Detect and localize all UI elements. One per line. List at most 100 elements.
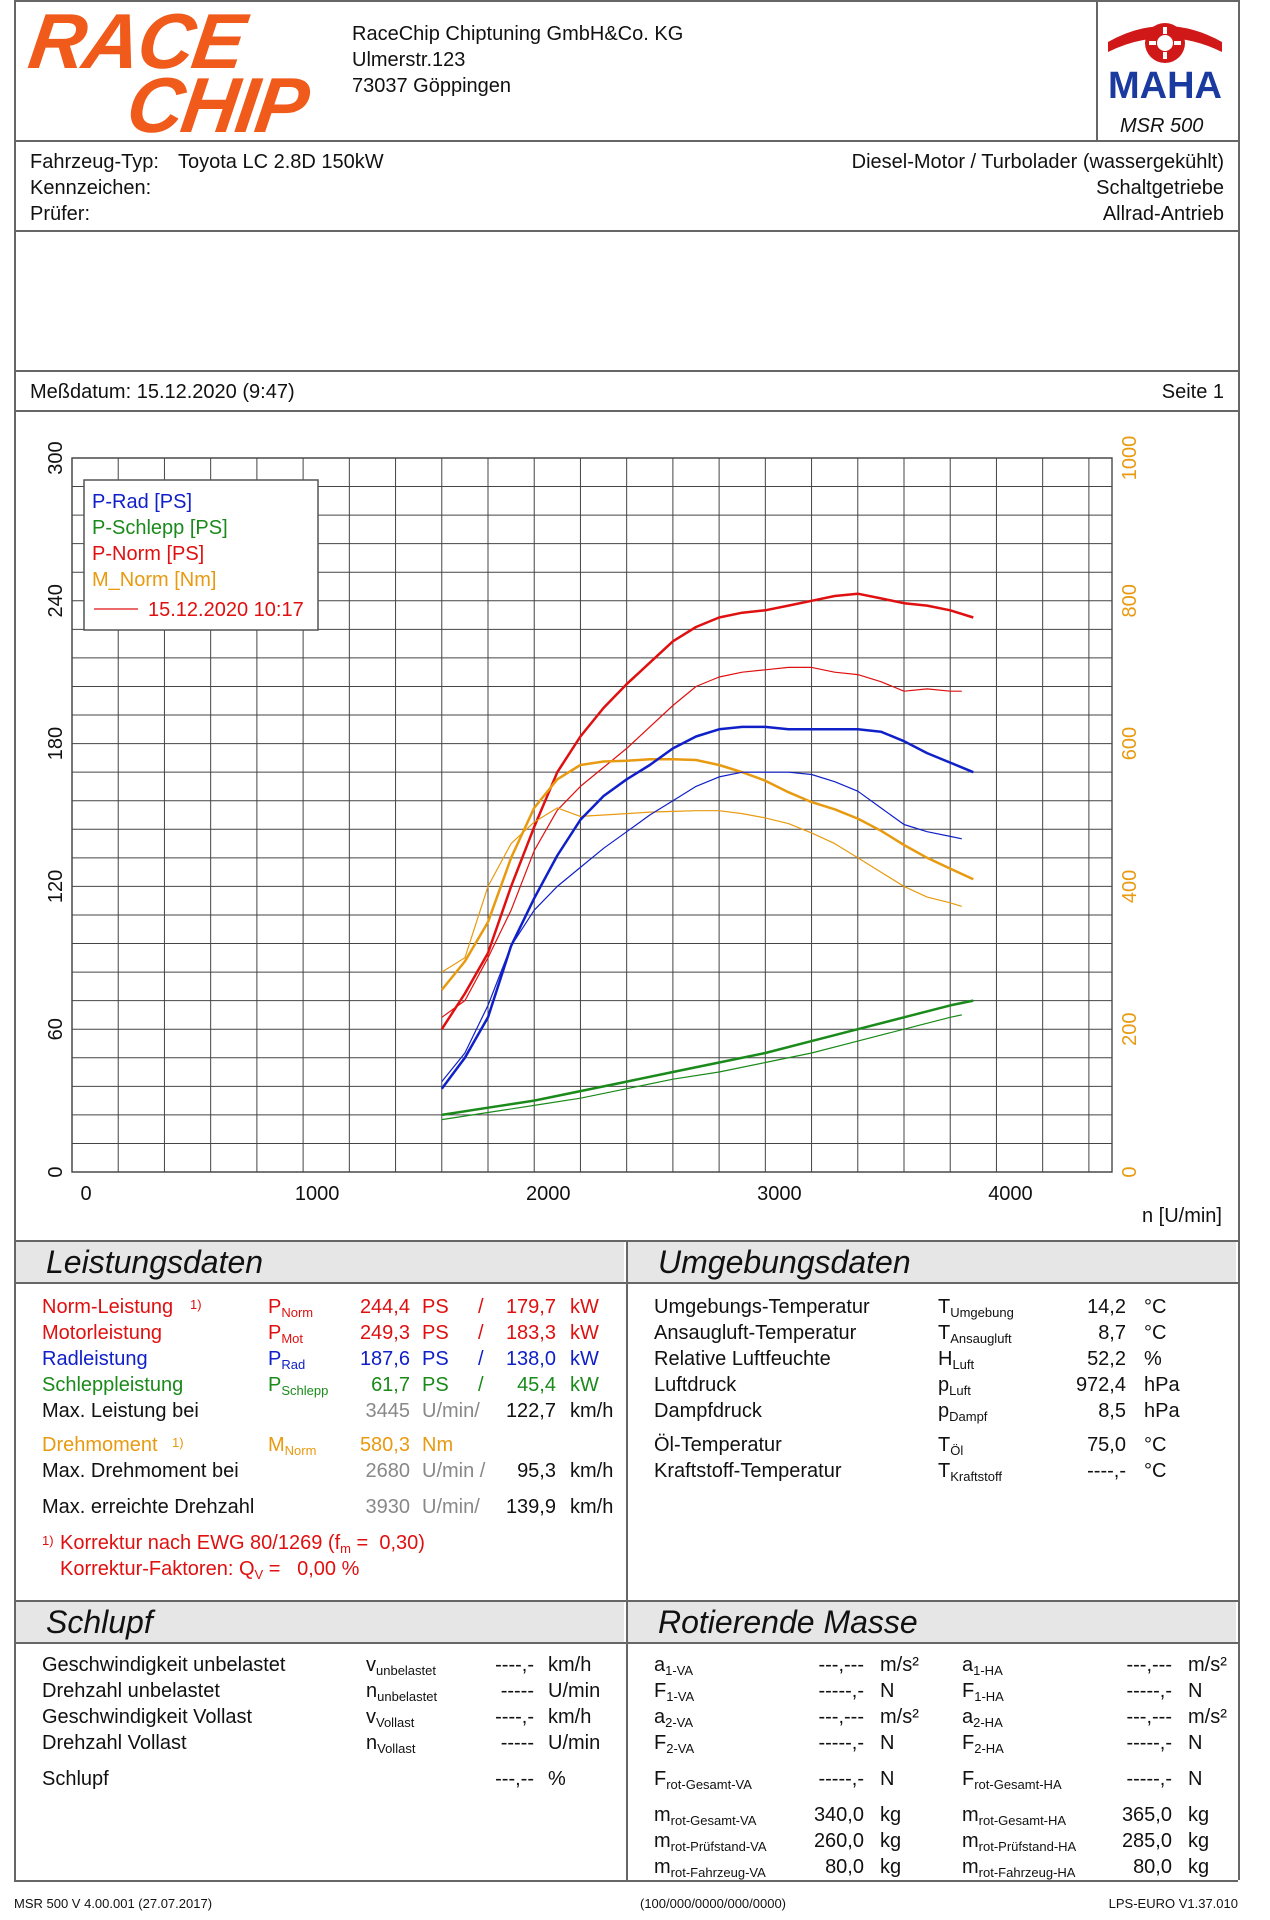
- leistung-unit-kw: kW: [570, 1322, 599, 1344]
- y-left-tick-label: 240: [45, 584, 67, 617]
- masse-symbol-sub: rot-Prüfstand-HA: [978, 1839, 1077, 1854]
- schlupf-value: -----: [500, 1680, 534, 1702]
- masse-unit: N: [880, 1680, 895, 1702]
- drive-type: Allrad-Antrieb: [1102, 203, 1224, 225]
- umgebung-row: Öl-Temperatur TÖl 75,0 °C: [626, 1432, 1236, 1458]
- max-rpm-value: 3930: [365, 1496, 411, 1518]
- torque-value: 580,3: [359, 1434, 410, 1456]
- schlupf-row: Geschwindigkeit unbelastet vunbelastet ---…: [0, 1652, 626, 1678]
- masse-unit: m/s²: [880, 1654, 919, 1676]
- schlupf-unit: %: [548, 1768, 566, 1790]
- masse-symbol-letter: F: [654, 1732, 667, 1754]
- masse-unit: N: [1188, 1680, 1203, 1702]
- schlupf-symbol: nVollast: [366, 1730, 415, 1756]
- schlupf-unit: U/min: [548, 1732, 601, 1754]
- y-left-tick-label: 0: [45, 1166, 67, 1177]
- masse-symbol: Frot-Gesamt-HA: [962, 1766, 1062, 1792]
- engine-type: Diesel-Motor / Turbolader (wassergekühlt…: [851, 151, 1224, 173]
- schlupf-symbol-sub: Vollast: [377, 1741, 416, 1756]
- schlupf-row: Geschwindigkeit Vollast vVollast ----,- km/…: [0, 1704, 626, 1730]
- masse-symbol-letter: F: [654, 1680, 667, 1702]
- correction-sub-1: m: [340, 1541, 351, 1556]
- schlupf-symbol-sub: Vollast: [376, 1715, 415, 1730]
- y-right-tick-label: 0: [1119, 1166, 1141, 1177]
- masse-value: -----,-: [1126, 1732, 1172, 1754]
- leistung-row: Radleistung PRad 187,6 PS / 138,0 kW: [0, 1346, 626, 1372]
- leistung-symbol-sub: Rad: [281, 1357, 306, 1372]
- leistung-unit-ps: PS: [422, 1296, 449, 1318]
- masse-value: 340,0: [813, 1804, 864, 1826]
- masse-symbol: a2-HA: [962, 1704, 1003, 1730]
- masse-symbol-sub: 1-HA: [974, 1689, 1004, 1704]
- company-line-3: 73037 Göppingen: [352, 75, 512, 97]
- umgebung-symbol: pLuft: [938, 1372, 971, 1398]
- umgebung-unit: °C: [1144, 1322, 1167, 1344]
- masse-symbol-letter: m: [962, 1804, 979, 1826]
- masse-unit: N: [1188, 1732, 1203, 1754]
- masse-symbol-sub: 2-HA: [973, 1715, 1003, 1730]
- correction-sub-2: V: [254, 1567, 264, 1582]
- masse-row-ha: a2-HA ---,--- m/s²: [962, 1704, 1262, 1730]
- masse-symbol: Frot-Gesamt-VA: [654, 1766, 752, 1792]
- chart-grid: [71, 457, 1112, 1173]
- masse-unit: kg: [1188, 1830, 1210, 1852]
- inspector-label: Prüfer:: [30, 203, 91, 225]
- legend-p-norm: P-Norm [PS]: [92, 543, 204, 565]
- masse-symbol-letter: m: [962, 1856, 979, 1878]
- umgebung-symbol-letter: H: [938, 1348, 953, 1370]
- correction-line-1: Korrektur nach EWG 80/1269 (fm = 0,30): [60, 1530, 425, 1556]
- masse-unit: N: [1188, 1768, 1203, 1790]
- maha-arc-icon: [1108, 26, 1222, 52]
- measure-date: Meßdatum: 15.12.2020 (9:47): [30, 381, 295, 403]
- masse-unit: kg: [880, 1804, 902, 1826]
- x-tick-label: 3000: [757, 1183, 802, 1205]
- masse-symbol: a2-VA: [654, 1704, 693, 1730]
- masse-symbol-letter: m: [654, 1830, 671, 1852]
- schlupf-symbol-letter: n: [366, 1732, 378, 1754]
- leistung-value-kw: 45,4: [517, 1374, 556, 1396]
- masse-symbol-sub: 1-HA: [973, 1663, 1003, 1678]
- power-chart: 0 1000 2000 3000 400006012018024030002004006…: [45, 436, 1222, 1227]
- umgebung-symbol-letter: p: [938, 1374, 950, 1396]
- masse-value: -----,-: [818, 1680, 864, 1702]
- umgebung-label: Öl-Temperatur: [654, 1434, 782, 1456]
- masse-value: 80,0: [825, 1856, 864, 1878]
- torque-note: 1): [172, 1435, 184, 1450]
- schlupf-symbol-letter: n: [366, 1680, 378, 1702]
- masse-value: 365,0: [1121, 1804, 1172, 1826]
- vehicle-type-value: Toyota LC 2.8D 150kW: [178, 151, 384, 173]
- x-tick-label: 2000: [526, 1183, 571, 1205]
- leistung-sep: /: [478, 1322, 484, 1344]
- masse-value: ---,---: [818, 1654, 864, 1676]
- masse-row-va: F2-VA -----,- N: [654, 1730, 954, 1756]
- leistung-symbol-sub: Norm: [281, 1305, 314, 1320]
- leistung-value-ps: 61,7: [371, 1374, 410, 1396]
- max-power-rpm: 3445: [365, 1400, 411, 1422]
- umgebung-row: Relative Luftfeuchte HLuft 52,2%: [626, 1346, 1236, 1372]
- max-torque-rpm: 2680: [365, 1460, 411, 1482]
- x-tick-label: 1000: [295, 1183, 340, 1205]
- leistung-symbol-sub: Mot: [281, 1331, 304, 1346]
- maha-logo: MAHA: [1108, 23, 1222, 102]
- leistung-unit-kw: kW: [570, 1296, 599, 1318]
- masse-symbol-letter: F: [654, 1768, 667, 1790]
- maha-text: MAHA: [1108, 65, 1222, 102]
- schlupf-symbol: nunbelastet: [366, 1678, 437, 1704]
- footer-lps: LPS-EURO V1.37.010: [1108, 1896, 1238, 1911]
- leistung-unit-ps: PS: [422, 1322, 449, 1344]
- umgebung-symbol-sub: Umgebung: [950, 1305, 1014, 1320]
- masse-symbol-letter: a: [654, 1654, 666, 1676]
- series-p-schlepp-current: [441, 999, 974, 1117]
- masse-unit: m/s²: [1188, 1706, 1227, 1728]
- leistung-value-ps: 244,4: [359, 1296, 410, 1318]
- umgebung-unit: °C: [1144, 1460, 1167, 1482]
- masse-value: 260,0: [813, 1830, 864, 1852]
- series-p-norm-ref: [441, 666, 962, 1018]
- masse-value: ---,---: [818, 1706, 864, 1728]
- series-p-rad-ref: [441, 771, 962, 1082]
- notes-bottom-line: [14, 370, 1238, 372]
- company-line-1: RaceChip Chiptuning GmbH&Co. KG: [352, 23, 684, 45]
- masse-row-va: F1-VA -----,- N: [654, 1678, 954, 1704]
- schlupf-label: Geschwindigkeit Vollast: [42, 1706, 253, 1728]
- leistung-label: Motorleistung: [42, 1322, 163, 1344]
